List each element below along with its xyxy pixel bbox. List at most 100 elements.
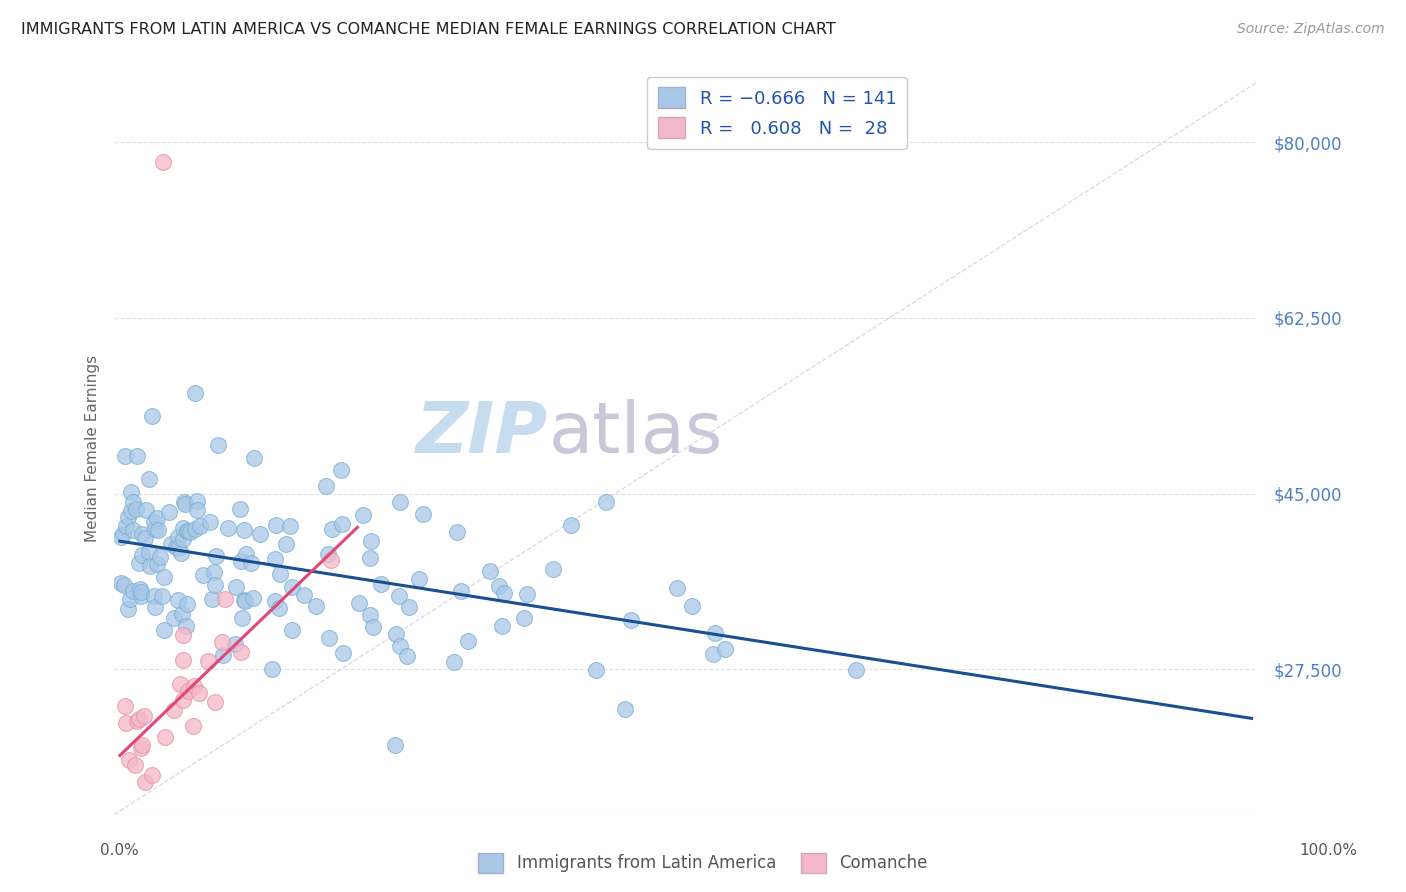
Point bbox=[132, 708, 155, 723]
Point bbox=[249, 527, 271, 541]
Point bbox=[315, 479, 337, 493]
Point bbox=[388, 589, 411, 603]
Point bbox=[129, 589, 152, 603]
Point bbox=[262, 662, 284, 676]
Point bbox=[118, 753, 141, 767]
Point bbox=[703, 626, 725, 640]
Point bbox=[172, 628, 194, 642]
Point bbox=[114, 716, 136, 731]
Point bbox=[128, 582, 150, 596]
Point bbox=[127, 714, 149, 728]
Point bbox=[278, 519, 301, 533]
Point bbox=[280, 624, 302, 638]
Point bbox=[231, 553, 253, 567]
Point bbox=[198, 515, 221, 529]
Point bbox=[173, 497, 195, 511]
Point bbox=[330, 517, 353, 532]
Point bbox=[359, 608, 381, 623]
Point bbox=[332, 646, 354, 660]
Point bbox=[443, 655, 465, 669]
Point bbox=[141, 409, 163, 424]
Point bbox=[446, 525, 468, 540]
Point bbox=[240, 556, 263, 570]
Point bbox=[112, 578, 135, 592]
Point bbox=[281, 580, 304, 594]
Point bbox=[167, 530, 190, 544]
Point bbox=[319, 553, 342, 567]
Point bbox=[412, 507, 434, 521]
Point bbox=[114, 449, 136, 463]
Point bbox=[188, 519, 211, 533]
Point bbox=[188, 686, 211, 700]
Point bbox=[176, 524, 198, 538]
Point bbox=[269, 567, 291, 582]
Point bbox=[129, 740, 152, 755]
Point bbox=[613, 702, 636, 716]
Text: 0.0%: 0.0% bbox=[100, 843, 139, 858]
Point bbox=[183, 679, 205, 693]
Point bbox=[479, 565, 502, 579]
Point bbox=[138, 558, 160, 573]
Point bbox=[321, 522, 343, 536]
Point bbox=[138, 544, 160, 558]
Legend: Immigrants from Latin America, Comanche: Immigrants from Latin America, Comanche bbox=[471, 847, 935, 880]
Point bbox=[384, 739, 406, 753]
Point bbox=[152, 155, 174, 169]
Point bbox=[235, 594, 257, 608]
Point bbox=[398, 599, 420, 614]
Point bbox=[318, 631, 340, 645]
Point bbox=[142, 515, 165, 529]
Point bbox=[385, 627, 408, 641]
Point bbox=[330, 463, 353, 477]
Point bbox=[681, 599, 703, 613]
Point bbox=[143, 599, 166, 614]
Point bbox=[134, 775, 156, 789]
Point bbox=[143, 589, 166, 603]
Point bbox=[110, 530, 132, 544]
Point bbox=[347, 596, 370, 610]
Point bbox=[157, 505, 180, 519]
Point bbox=[131, 548, 153, 562]
Point bbox=[714, 641, 737, 656]
Point bbox=[122, 523, 145, 537]
Point bbox=[176, 684, 198, 698]
Point bbox=[214, 591, 236, 606]
Point bbox=[267, 601, 290, 615]
Point bbox=[153, 569, 176, 583]
Point bbox=[114, 699, 136, 714]
Point bbox=[170, 546, 193, 560]
Point bbox=[450, 583, 472, 598]
Text: IMMIGRANTS FROM LATIN AMERICA VS COMANCHE MEDIAN FEMALE EARNINGS CORRELATION CHA: IMMIGRANTS FROM LATIN AMERICA VS COMANCH… bbox=[21, 22, 835, 37]
Point bbox=[124, 758, 146, 772]
Point bbox=[128, 713, 150, 727]
Point bbox=[152, 623, 174, 637]
Point bbox=[491, 619, 513, 633]
Point bbox=[193, 567, 215, 582]
Text: atlas: atlas bbox=[548, 400, 723, 468]
Point bbox=[118, 591, 141, 606]
Point bbox=[159, 537, 181, 551]
Point bbox=[541, 562, 564, 576]
Point bbox=[229, 502, 252, 516]
Point bbox=[163, 703, 186, 717]
Point bbox=[186, 503, 208, 517]
Point bbox=[135, 503, 157, 517]
Point bbox=[184, 522, 207, 536]
Point bbox=[516, 586, 538, 600]
Point bbox=[165, 540, 187, 554]
Point bbox=[122, 584, 145, 599]
Point bbox=[488, 579, 510, 593]
Point bbox=[131, 739, 153, 753]
Point bbox=[352, 508, 374, 523]
Point bbox=[143, 522, 166, 536]
Point bbox=[183, 719, 205, 733]
Point bbox=[205, 549, 228, 564]
Point bbox=[361, 619, 384, 633]
Point bbox=[117, 509, 139, 524]
Point bbox=[389, 639, 412, 653]
Point bbox=[120, 485, 142, 500]
Point bbox=[172, 521, 194, 535]
Point bbox=[138, 472, 160, 486]
Point bbox=[702, 647, 724, 661]
Point bbox=[263, 551, 285, 566]
